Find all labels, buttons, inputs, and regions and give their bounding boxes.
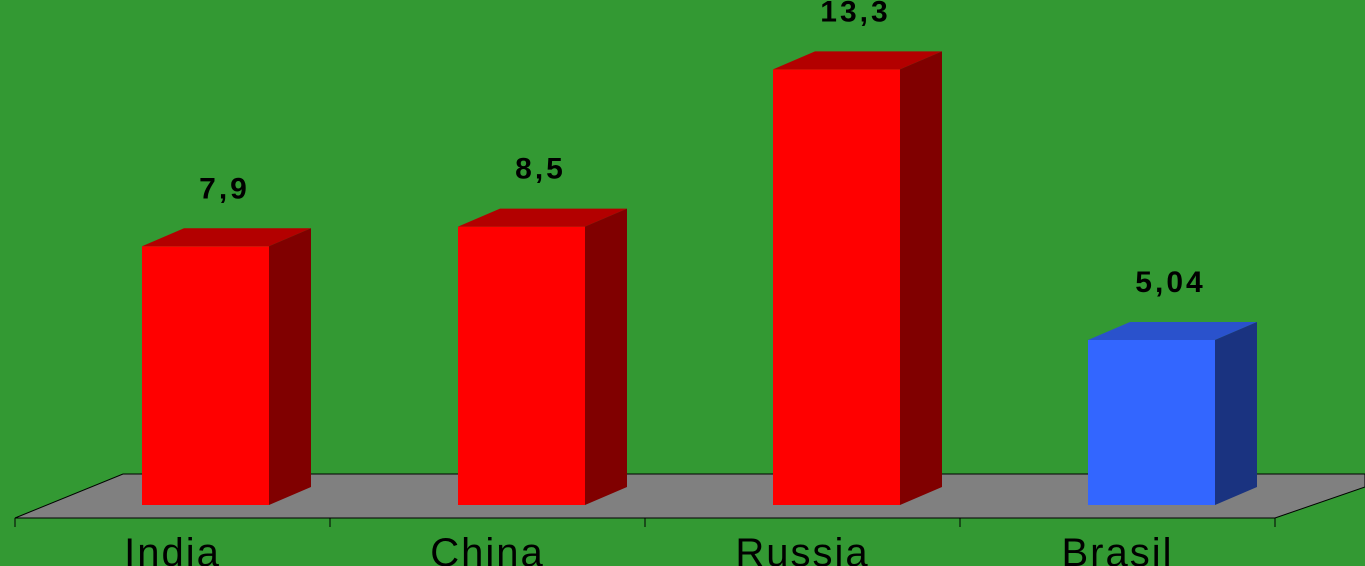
bars: [142, 51, 1257, 506]
category-label: China: [430, 531, 545, 566]
category-axis: India China Russia Brasil: [14, 517, 1276, 566]
bar: [458, 208, 627, 505]
bar-top: [1088, 321, 1257, 340]
bar: [1088, 321, 1257, 505]
data-label: 7,9: [199, 172, 250, 205]
bar-front: [1088, 339, 1215, 505]
category-label: India: [124, 531, 221, 566]
bar-side: [900, 51, 942, 506]
data-label: 13,3: [820, 0, 890, 28]
data-label: 5,04: [1135, 266, 1205, 299]
bar-front: [458, 226, 585, 505]
bar: [142, 228, 311, 505]
bar-top: [773, 51, 942, 70]
bar-top: [142, 228, 311, 247]
bar-side: [1215, 321, 1257, 505]
bar-front: [773, 69, 900, 506]
bar-top: [458, 208, 627, 227]
bar-front: [142, 246, 269, 505]
bar: [773, 51, 942, 506]
data-label: 8,5: [515, 153, 566, 186]
category-label: Brasil: [1061, 531, 1173, 566]
bar-side: [269, 228, 311, 505]
category-label: Russia: [735, 531, 869, 566]
value-labels: 7,9 8,5 13,3 5,04: [199, 0, 1205, 299]
bar-side: [585, 208, 627, 505]
